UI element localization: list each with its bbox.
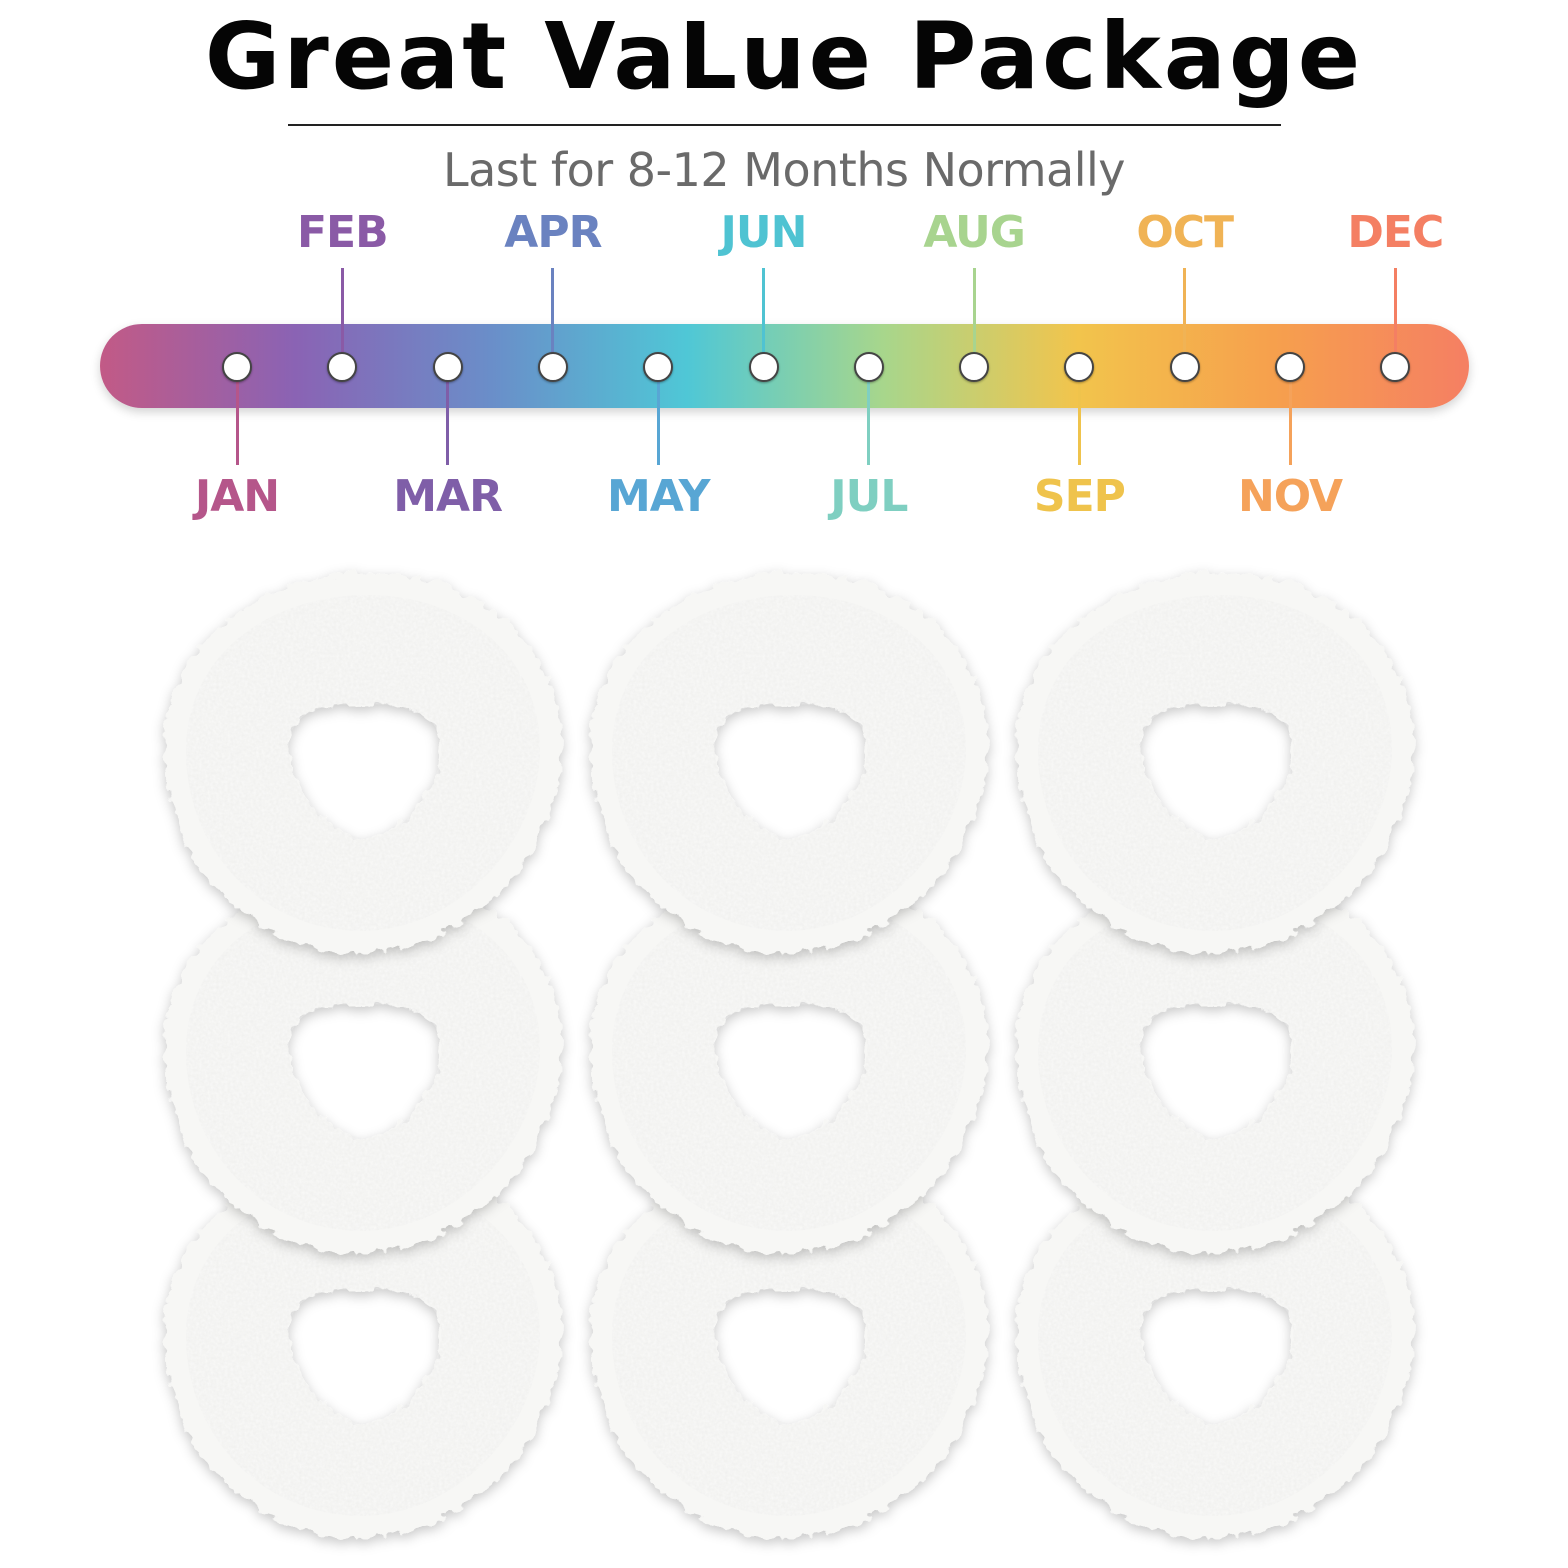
month-label-feb: FEB <box>296 207 389 258</box>
month-dot-dec <box>1380 352 1411 382</box>
month-dot-oct <box>1169 352 1200 382</box>
mop-pad <box>574 555 1004 975</box>
month-dot-jun <box>748 352 779 382</box>
month-tick-aug <box>972 268 976 367</box>
mop-pad <box>1000 555 1430 975</box>
month-label-oct: OCT <box>1136 207 1234 258</box>
mop-pad <box>148 555 578 975</box>
month-label-dec: DEC <box>1347 207 1444 258</box>
month-tick-nov <box>1288 367 1292 465</box>
month-timeline-bar <box>100 324 1469 408</box>
month-label-aug: AUG <box>923 207 1026 258</box>
mop-pad <box>1000 855 1430 1275</box>
mop-pad-shape <box>163 1157 563 1539</box>
month-dot-apr <box>537 352 568 382</box>
month-dot-may <box>643 352 674 382</box>
month-label-may: MAY <box>606 471 711 522</box>
month-tick-mar <box>446 367 450 465</box>
mop-pads-grid <box>0 540 1568 1568</box>
month-label-nov: NOV <box>1237 471 1343 522</box>
month-dot-jul <box>853 352 884 382</box>
month-tick-jan <box>235 367 239 465</box>
month-tick-sep <box>1077 367 1081 465</box>
month-dot-mar <box>432 352 463 382</box>
month-label-sep: SEP <box>1033 471 1126 522</box>
mop-pad <box>148 1140 578 1560</box>
mop-pad-shape <box>163 872 563 1254</box>
month-dot-nov <box>1275 352 1305 382</box>
month-label-jun: JUN <box>720 207 808 258</box>
month-label-jan: JAN <box>194 471 280 522</box>
mop-pad <box>1000 1140 1430 1560</box>
subtitle: Last for 8-12 Months Normally <box>442 143 1126 197</box>
title-divider <box>288 124 1281 126</box>
mop-pad-shape <box>589 1157 989 1539</box>
month-label-mar: MAR <box>393 471 503 522</box>
month-tick-apr <box>551 268 555 367</box>
month-dot-sep <box>1064 352 1095 382</box>
month-tick-may <box>656 367 660 465</box>
page-title: Great VaLue Package <box>204 3 1364 110</box>
month-dot-aug <box>959 352 990 382</box>
mop-pad-shape <box>589 572 989 954</box>
mop-pad-shape <box>1015 1157 1415 1539</box>
mop-pad-shape <box>163 572 563 954</box>
month-tick-feb <box>340 268 344 367</box>
mop-pad <box>574 1140 1004 1560</box>
month-tick-oct <box>1183 268 1187 367</box>
month-label-jul: JUL <box>830 471 908 522</box>
mop-pad-shape <box>589 872 989 1254</box>
month-dot-jan <box>222 352 252 382</box>
mop-pad-shape <box>1015 872 1415 1254</box>
mop-pad <box>148 855 578 1275</box>
month-tick-dec <box>1393 268 1397 367</box>
mop-pad-shape <box>1015 572 1415 954</box>
mop-pad <box>574 855 1004 1275</box>
month-tick-jun <box>762 268 765 367</box>
month-tick-jul <box>867 367 871 465</box>
month-dot-feb <box>327 352 358 382</box>
month-label-apr: APR <box>504 207 602 258</box>
